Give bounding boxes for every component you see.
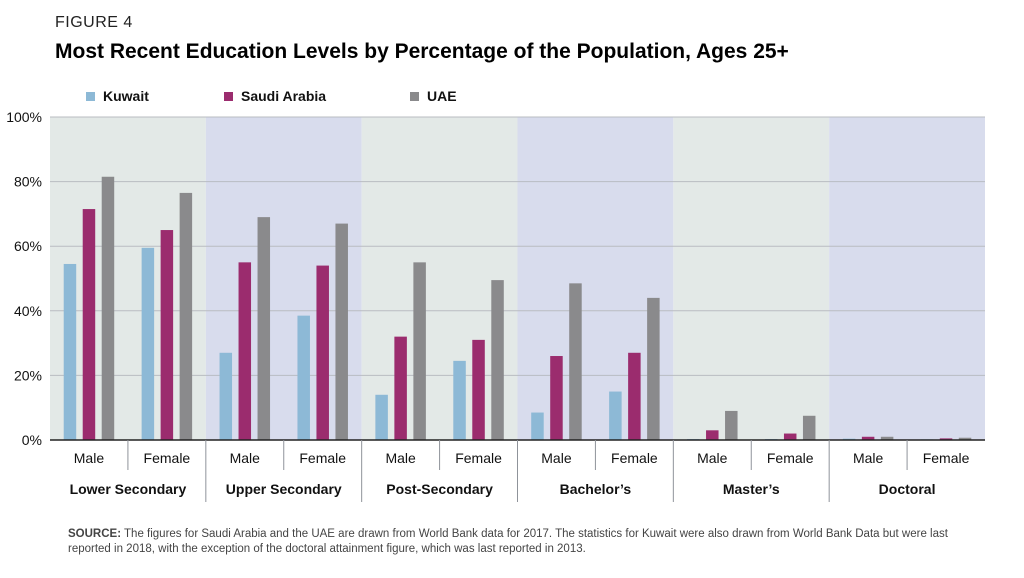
bar-kuwait bbox=[453, 360, 466, 440]
figure-label: FIGURE 4 bbox=[55, 14, 133, 31]
x-tick-label: Male bbox=[74, 450, 105, 466]
legend-swatch-kuwait bbox=[86, 91, 95, 101]
group-label-master-s: Master’s bbox=[723, 481, 780, 497]
x-tick-label: Male bbox=[697, 450, 728, 466]
bar-uae bbox=[880, 436, 894, 440]
group-label-bachelor-s: Bachelor’s bbox=[560, 481, 632, 497]
x-tick-label: Male bbox=[541, 450, 572, 466]
source-label: SOURCE: bbox=[68, 528, 122, 540]
band-doctoral bbox=[829, 117, 985, 440]
y-tick-label: 0% bbox=[22, 432, 42, 448]
x-tick-label: Female bbox=[923, 450, 970, 466]
legend-swatch-uae bbox=[410, 91, 419, 101]
group-label-doctoral: Doctoral bbox=[879, 481, 936, 497]
group-label-lower-secondary: Lower Secondary bbox=[70, 481, 187, 497]
bar-saudi-arabia bbox=[238, 262, 252, 440]
bar-uae bbox=[179, 192, 193, 440]
legend: Kuwait Saudi Arabia UAE bbox=[0, 88, 1024, 108]
bar-uae bbox=[725, 410, 738, 440]
bar-saudi-arabia bbox=[783, 433, 797, 440]
bar-uae bbox=[101, 176, 115, 440]
bar-saudi-arabia bbox=[706, 430, 719, 440]
legend-label-uae: UAE bbox=[427, 88, 457, 104]
bar-saudi-arabia bbox=[82, 209, 96, 440]
y-tick-label: 80% bbox=[14, 174, 42, 190]
legend-swatch-saudi-arabia bbox=[224, 91, 233, 101]
bar-uae bbox=[958, 437, 972, 440]
y-tick-label: 40% bbox=[14, 303, 42, 319]
bar-kuwait bbox=[297, 315, 310, 440]
x-tick-label: Male bbox=[385, 450, 416, 466]
group-label-post-secondary: Post-Secondary bbox=[386, 481, 493, 497]
bar-uae bbox=[257, 217, 271, 440]
x-tick-label: Female bbox=[144, 450, 191, 466]
x-tick-label: Female bbox=[767, 450, 814, 466]
band-master-s bbox=[673, 117, 830, 440]
legend-label-saudi-arabia: Saudi Arabia bbox=[241, 88, 327, 104]
bar-kuwait bbox=[141, 247, 155, 440]
y-tick-label: 60% bbox=[14, 238, 42, 254]
bar-uae bbox=[569, 283, 582, 440]
bar-kuwait bbox=[531, 412, 544, 440]
y-tick-label: 100% bbox=[6, 109, 42, 125]
legend-item-uae: UAE bbox=[410, 88, 457, 104]
x-tick-label: Male bbox=[230, 450, 261, 466]
bar-saudi-arabia bbox=[160, 230, 174, 440]
x-tick-label: Female bbox=[455, 450, 502, 466]
x-tick-label: Male bbox=[853, 450, 884, 466]
bar-saudi-arabia bbox=[628, 352, 641, 440]
x-tick-label: Female bbox=[611, 450, 658, 466]
bar-uae bbox=[647, 297, 660, 440]
group-label-upper-secondary: Upper Secondary bbox=[226, 481, 342, 497]
bar-saudi-arabia bbox=[316, 265, 329, 440]
legend-item-kuwait: Kuwait bbox=[86, 88, 149, 104]
bar-uae bbox=[413, 262, 426, 440]
y-tick-label: 20% bbox=[14, 367, 42, 383]
legend-item-saudi-arabia: Saudi Arabia bbox=[224, 88, 326, 104]
x-tick-label: Female bbox=[299, 450, 346, 466]
legend-label-kuwait: Kuwait bbox=[103, 88, 149, 104]
bar-saudi-arabia bbox=[861, 436, 875, 440]
bar-kuwait bbox=[375, 394, 388, 440]
bar-saudi-arabia bbox=[939, 438, 953, 440]
source-note: SOURCE: The figures for Saudi Arabia and… bbox=[68, 527, 948, 557]
bar-saudi-arabia bbox=[550, 356, 563, 440]
bar-saudi-arabia bbox=[394, 336, 407, 440]
bar-kuwait bbox=[609, 391, 622, 440]
bar-kuwait bbox=[63, 263, 77, 440]
source-text: The figures for Saudi Arabia and the UAE… bbox=[68, 528, 948, 555]
bar-saudi-arabia bbox=[472, 339, 485, 440]
bar-uae bbox=[802, 415, 816, 440]
chart-title: Most Recent Education Levels by Percenta… bbox=[55, 40, 789, 63]
bar-uae bbox=[491, 280, 504, 440]
bar-uae bbox=[335, 223, 348, 440]
bar-kuwait bbox=[219, 352, 233, 440]
